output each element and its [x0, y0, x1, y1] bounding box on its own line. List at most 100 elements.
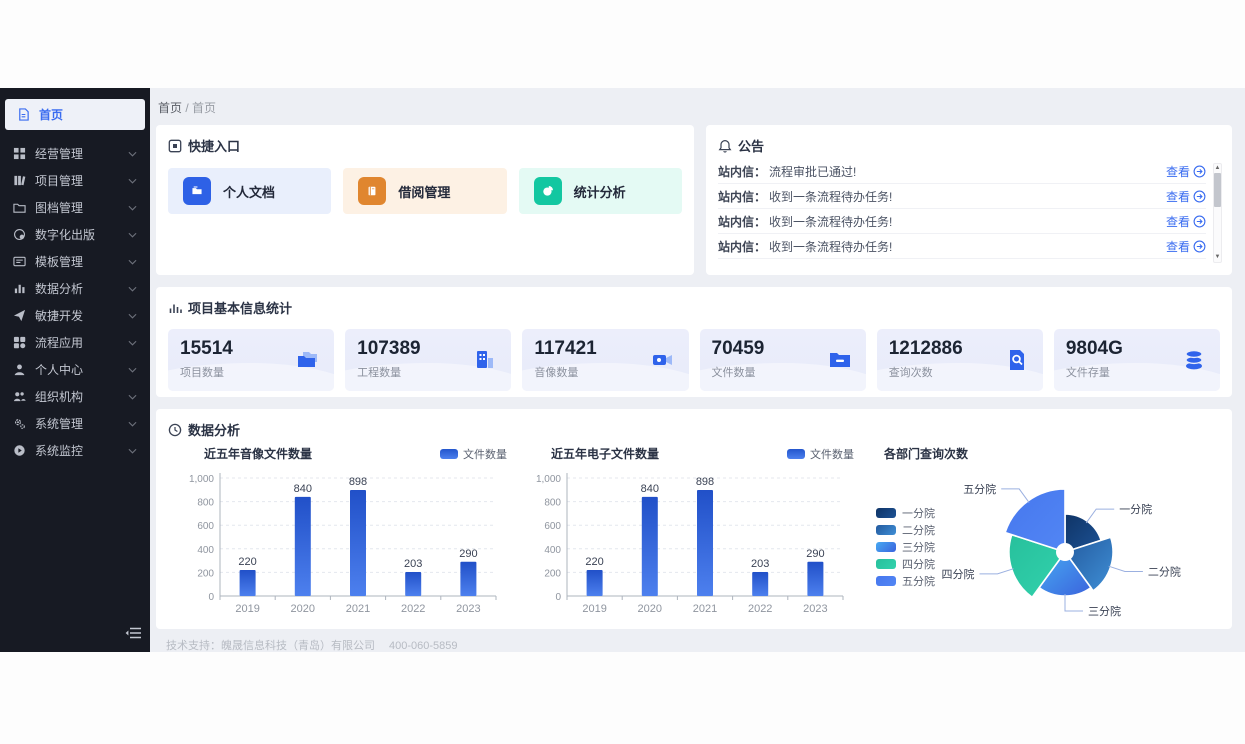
svg-text:203: 203 [751, 558, 769, 570]
chevron-down-icon [128, 232, 137, 238]
notice-row: 站内信： 收到一条流程待办任务! 查看 [718, 234, 1206, 259]
footer-support-text: 技术支持：魄晟信息科技（青岛）有限公司 [166, 640, 375, 652]
notice-text: 流程审批已通过! [769, 164, 857, 179]
folder-minus-icon [829, 353, 850, 367]
stat-card-audio-video: 117421 音像数量 [522, 329, 689, 391]
view-link[interactable]: 查看 [1166, 213, 1206, 230]
sidebar-item-data-analysis[interactable]: 数据分析 [0, 275, 150, 302]
stats-title: 项目基本信息统计 [188, 301, 293, 316]
chevron-down-icon [128, 205, 137, 211]
svg-text:400: 400 [544, 545, 561, 556]
legend-item[interactable]: 三分院 [876, 538, 935, 555]
sidebar-item-personal-center[interactable]: 个人中心 [0, 356, 150, 383]
legend-swatch [876, 558, 896, 569]
view-link[interactable]: 查看 [1166, 188, 1206, 205]
stat-label: 项目数量 [180, 367, 224, 379]
shortcut-statistics[interactable]: 统计分析 [518, 168, 682, 214]
sidebar-item-drawing-archive[interactable]: 图档管理 [0, 194, 150, 221]
arrow-circle-icon [1193, 215, 1206, 227]
sidebar-item-template-mgmt[interactable]: 模板管理 [0, 248, 150, 275]
legend-swatch [876, 541, 896, 552]
svg-text:二分院: 二分院 [1148, 565, 1181, 579]
sidebar-item-digital-publishing[interactable]: 数字化出版 [0, 221, 150, 248]
sidebar-item-system-monitor[interactable]: 系统监控 [0, 437, 150, 464]
workflow-grid-icon [13, 336, 26, 349]
svg-text:四分院: 四分院 [942, 567, 975, 581]
notice-row: 站内信： 收到一条流程待办任务! 查看 [718, 184, 1206, 209]
stat-value: 15514 [180, 338, 233, 359]
chart-legend[interactable]: 文件数量 [787, 446, 854, 462]
chevron-down-icon [128, 178, 137, 184]
notice-scrollbar[interactable]: ▲ ▼ [1213, 163, 1222, 263]
sidebar: 首页 经营管理 项目管理 图档管理 数字化出版 模板管理 [0, 88, 150, 652]
sidebar-item-label: 个人中心 [35, 363, 84, 377]
arrow-circle-icon [1193, 240, 1206, 252]
sidebar-item-label: 图档管理 [35, 201, 84, 215]
notice-text: 收到一条流程待办任务! [769, 189, 893, 204]
svg-text:2021: 2021 [346, 603, 370, 615]
shortcut-borrow-mgmt[interactable]: 借阅管理 [343, 168, 507, 214]
breadcrumb: 首页 / 首页 [156, 97, 1232, 125]
svg-text:898: 898 [349, 476, 367, 488]
svg-text:400: 400 [197, 545, 214, 556]
chart-legend[interactable]: 文件数量 [440, 446, 507, 462]
sidebar-item-business-mgmt[interactable]: 经营管理 [0, 140, 150, 167]
chart-title: 近五年音像文件数量 [204, 447, 313, 461]
sidebar-item-system-mgmt[interactable]: 系统管理 [0, 410, 150, 437]
stat-card-files: 70459 文件数量 [699, 329, 866, 391]
notice-row: 站内信： 收到一条流程待办任务! 查看 [718, 209, 1206, 234]
stat-value: 117421 [534, 338, 597, 359]
shortcut-personal-docs[interactable]: 个人文档 [168, 168, 332, 214]
org-people-icon [13, 392, 26, 402]
chevron-down-icon [128, 259, 137, 265]
shortcut-label: 统计分析 [573, 184, 626, 200]
template-card-icon [13, 256, 26, 267]
svg-text:898: 898 [696, 476, 714, 488]
sidebar-item-label: 系统管理 [35, 417, 84, 431]
video-icon [652, 355, 672, 365]
sidebar-item-label: 组织机构 [35, 390, 84, 404]
svg-text:200: 200 [544, 568, 561, 579]
legend-item[interactable]: 四分院 [876, 555, 935, 572]
user-icon [14, 364, 25, 376]
stat-value: 1212886 [888, 338, 963, 359]
sidebar-item-label: 流程应用 [35, 336, 84, 350]
svg-text:2022: 2022 [748, 603, 772, 615]
chevron-down-icon [128, 151, 137, 157]
chart-department-queries: 各部门查询次数 一分院 二分院 三分院 四分院 五分院 一分院 二分院 三分院 四分院… [862, 445, 1214, 645]
legend-item[interactable]: 二分院 [876, 521, 935, 538]
svg-text:220: 220 [238, 556, 256, 568]
svg-text:2021: 2021 [693, 603, 717, 615]
chart-electronic-files: 近五年电子文件数量 文件数量 0 200 400 600 800 1,000 220 2019… [515, 445, 862, 645]
publish-globe-icon [14, 229, 25, 240]
sidebar-item-organization[interactable]: 组织机构 [0, 383, 150, 410]
legend-swatch [440, 448, 458, 459]
sidebar-item-home[interactable]: 首页 [5, 99, 145, 130]
shortcut-label: 个人文档 [223, 184, 276, 200]
svg-text:2022: 2022 [401, 603, 425, 615]
svg-text:2019: 2019 [235, 603, 259, 615]
sidebar-item-project-mgmt[interactable]: 项目管理 [0, 167, 150, 194]
sidebar-item-agile-dev[interactable]: 敏捷开发 [0, 302, 150, 329]
stat-card-storage: 9804G 文件存量 [1053, 329, 1221, 391]
data-analysis-card: 数据分析 近五年音像文件数量 文件数量 0 200 400 600 800 1,000 22… [156, 409, 1232, 629]
scrollbar-thumb[interactable] [1214, 173, 1221, 207]
legend-item[interactable]: 五分院 [876, 572, 935, 589]
sidebar-item-label: 系统监控 [35, 444, 84, 458]
chart-title: 各部门查询次数 [884, 447, 969, 461]
legend-item[interactable]: 一分院 [876, 504, 935, 521]
sidebar-item-workflow-app[interactable]: 流程应用 [0, 329, 150, 356]
quick-entry-title: 快捷入口 [188, 139, 241, 154]
svg-text:220: 220 [585, 556, 603, 568]
chevron-down-icon [128, 394, 137, 400]
chart-bars-icon [14, 284, 25, 294]
view-link[interactable]: 查看 [1166, 163, 1206, 180]
breadcrumb-home[interactable]: 首页 [158, 101, 183, 115]
sidebar-collapse-button[interactable] [125, 626, 142, 645]
legend-swatch [787, 448, 805, 459]
view-link[interactable]: 查看 [1166, 238, 1206, 255]
breadcrumb-current[interactable]: 首页 [192, 101, 217, 115]
arrow-circle-icon [1193, 165, 1206, 177]
bell-icon [718, 139, 732, 153]
notice-text: 收到一条流程待办任务! [769, 239, 893, 254]
